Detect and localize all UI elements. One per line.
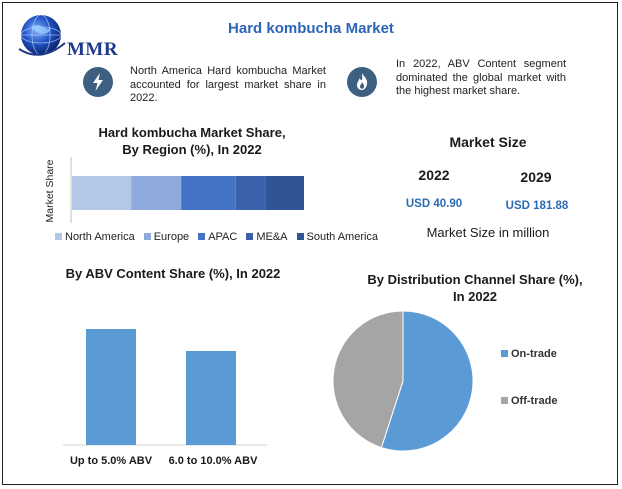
market-size-title: Market Size: [449, 134, 527, 150]
market-size-value-2029: USD 181.88: [505, 200, 569, 212]
region-legend-label-north-america: North America: [65, 231, 135, 243]
region-legend-item-south-america: South America: [296, 231, 379, 243]
abv-bar-chart: [63, 329, 267, 446]
abv-tick-label-1: Up to 5.0% ABV: [69, 455, 153, 467]
market-size-note: Market Size in million: [426, 225, 550, 240]
flame-icon: [347, 67, 377, 97]
infographic-frame: MMR Hard kombucha Market North America H…: [2, 2, 618, 485]
abv-tick-label-2: 6.0 to 10.0% ABV: [168, 455, 258, 467]
region-legend-swatch-me-a: [246, 233, 254, 240]
region-legend-label-europe: Europe: [153, 231, 190, 243]
region-chart-title-line1: Hard kombucha Market Share,: [98, 125, 286, 140]
pie-legend-swatch-on-trade: [501, 350, 508, 357]
callout-abv-text: In 2022, ABV Content segment dominated t…: [396, 58, 566, 97]
region-y-axis-label: Market Share: [44, 159, 56, 222]
abv-bars: [86, 329, 236, 445]
region-legend: North America Europe APAC ME&A South America: [55, 231, 385, 243]
market-size-value-2022: USD 40.90: [405, 198, 463, 210]
region-legend-swatch-south-america: [296, 233, 304, 240]
region-segments: [72, 176, 304, 210]
globe-icon: [18, 14, 66, 56]
page-title: Hard kombucha Market: [228, 20, 394, 37]
region-legend-item-me-a: ME&A: [246, 231, 288, 243]
region-segment-north-america: [72, 176, 132, 210]
distribution-chart-title-line2: In 2022: [452, 289, 498, 304]
region-legend-swatch-apac: [198, 233, 206, 240]
abv-chart-title: By ABV Content Share (%), In 2022: [65, 266, 281, 281]
pie-slice-off-trade: [332, 310, 404, 449]
region-chart-title: Hard kombucha Market Share, By Region (%…: [61, 124, 323, 158]
region-segment-me-a: [235, 176, 266, 210]
region-legend-item-apac: APAC: [198, 231, 237, 243]
pie-legend-off-trade: Off-trade: [501, 395, 557, 407]
market-size-year-2029: 2029: [520, 169, 552, 185]
pie-slice-on-trade: [380, 310, 474, 452]
region-legend-item-europe: Europe: [143, 231, 190, 243]
region-segment-apac: [181, 176, 236, 210]
pie-legend-label-on-trade: On-trade: [511, 348, 557, 360]
region-legend-swatch-europe: [143, 233, 151, 240]
pie-slices: [332, 310, 474, 452]
pie-legend-swatch-off-trade: [501, 397, 508, 404]
region-legend-label-apac: APAC: [208, 231, 238, 243]
region-segment-south-america: [265, 176, 304, 210]
distribution-chart-title-line1: By Distribution Channel Share (%),: [367, 272, 583, 287]
region-chart-title-line2: By Region (%), In 2022: [122, 142, 262, 157]
abv-bar-up-to-5-0-abv: [86, 329, 136, 445]
lightning-icon: [83, 67, 113, 97]
distribution-chart-title: By Distribution Channel Share (%), In 20…: [355, 271, 595, 305]
region-legend-label-me-a: ME&A: [256, 231, 288, 243]
region-stacked-chart: Market Share: [44, 157, 304, 223]
region-legend-label-south-america: South America: [306, 231, 379, 243]
region-legend-item-north-america: North America: [55, 231, 135, 243]
abv-bar-6-0-to-10-0-abv: [186, 351, 236, 445]
distribution-pie-chart: [332, 310, 474, 452]
pie-legend-on-trade: On-trade: [501, 348, 557, 360]
logo-text: MMR: [67, 39, 119, 60]
region-segment-europe: [131, 176, 182, 210]
market-size-year-2022: 2022: [418, 167, 450, 183]
region-legend-swatch-north-america: [55, 233, 62, 240]
mmr-logo: MMR: [13, 9, 133, 63]
pie-legend-label-off-trade: Off-trade: [511, 395, 558, 407]
callout-region-text: North America Hard kombucha Market accou…: [130, 65, 326, 104]
